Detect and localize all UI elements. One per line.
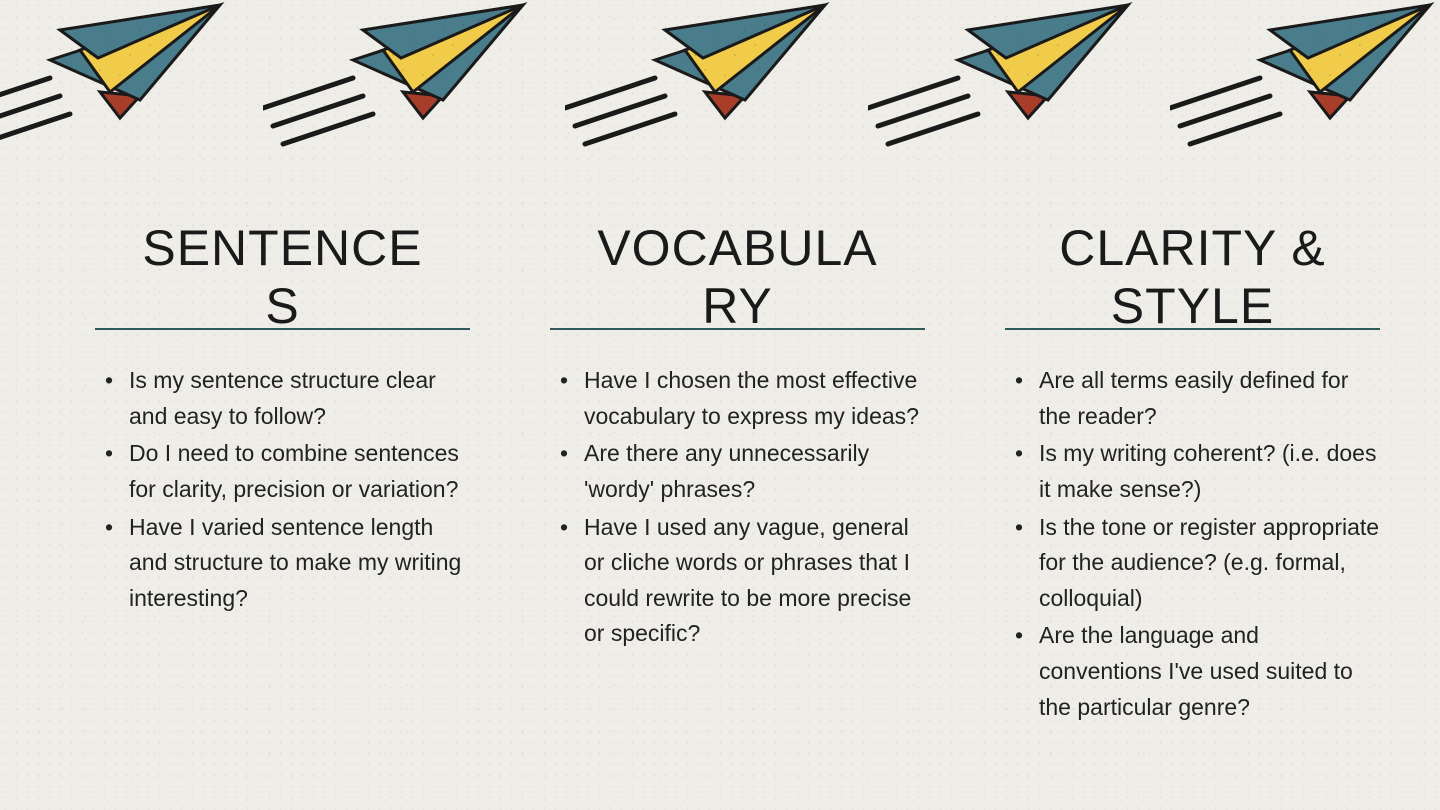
bullet-list: Are all terms easily defined for the rea… [1005, 363, 1380, 725]
column-title: SENTENCE S [95, 220, 470, 335]
bullet-item: Have I varied sentence length and struct… [129, 510, 470, 617]
bullet-item: Are there any unnecessarily 'wordy' phra… [584, 436, 925, 507]
bullet-item: Have I used any vague, general or cliche… [584, 510, 925, 653]
column-title: VOCABULA RY [550, 220, 925, 335]
column-title: CLARITY & STYLE [1005, 220, 1380, 335]
bullet-item: Is my sentence structure clear and easy … [129, 363, 470, 434]
bullet-item: Are the language and conventions I've us… [1039, 618, 1380, 725]
bullet-item: Have I chosen the most effective vocabul… [584, 363, 925, 434]
column-vocabulary: VOCABULA RY Have I chosen the most effec… [550, 220, 925, 727]
bullet-item: Is the tone or register appropriate for … [1039, 510, 1380, 617]
column-sentences: SENTENCE S Is my sentence structure clea… [95, 220, 470, 727]
bullet-item: Are all terms easily defined for the rea… [1039, 363, 1380, 434]
bullet-item: Is my writing coherent? (i.e. does it ma… [1039, 436, 1380, 507]
bullet-list: Is my sentence structure clear and easy … [95, 363, 470, 616]
bullet-list: Have I chosen the most effective vocabul… [550, 363, 925, 652]
bullet-item: Do I need to combine sentences for clari… [129, 436, 470, 507]
content-columns: SENTENCE S Is my sentence structure clea… [95, 220, 1380, 727]
column-clarity-style: CLARITY & STYLE Are all terms easily def… [1005, 220, 1380, 727]
